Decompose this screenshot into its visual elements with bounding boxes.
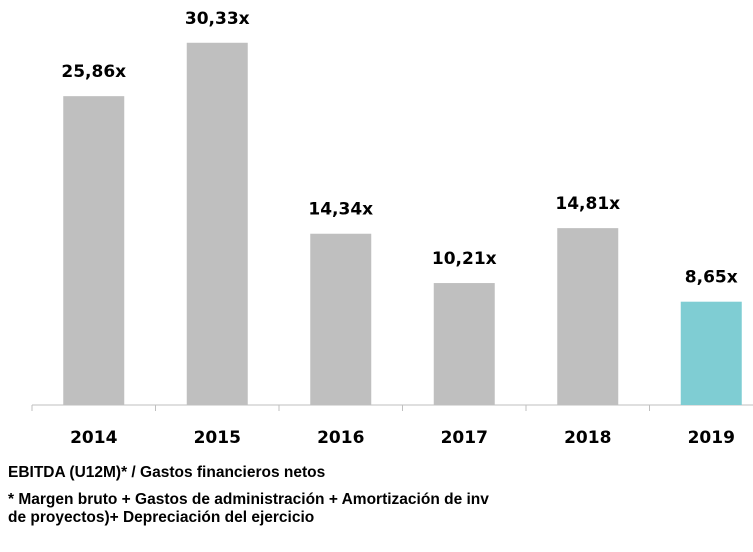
x-tick-label: 2019 (688, 428, 735, 448)
x-tick-label: 2018 (564, 428, 611, 448)
data-label: 14,34x (308, 200, 373, 220)
bar (63, 96, 125, 405)
data-label: 8,65x (685, 268, 738, 288)
x-tick-label: 2016 (317, 428, 364, 448)
chart-title: EBITDA (U12M)* / Gastos financieros neto… (8, 464, 325, 481)
data-label: 30,33x (185, 9, 250, 29)
data-label: 14,81x (555, 194, 620, 214)
data-label: 25,86x (61, 62, 126, 82)
x-tick-label: 2015 (194, 428, 241, 448)
bar (557, 228, 619, 405)
bar (186, 42, 248, 406)
data-label: 10,21x (432, 249, 497, 269)
footnote: de proyectos)+ Depreciación del ejercici… (8, 509, 314, 526)
x-tick-label: 2014 (70, 428, 117, 448)
bar (310, 233, 372, 405)
x-tick-label: 2017 (441, 428, 488, 448)
bar (680, 301, 742, 405)
footnote: * Margen bruto + Gastos de administració… (8, 491, 489, 508)
bar (433, 283, 495, 405)
